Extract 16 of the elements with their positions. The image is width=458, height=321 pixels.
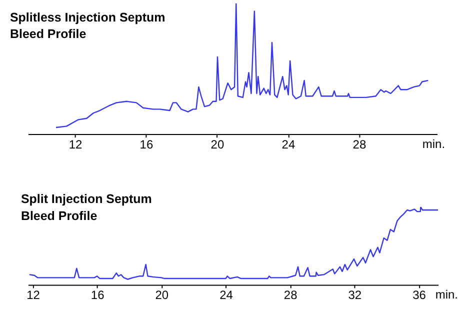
chart-title: Split Injection Septum Bleed Profile <box>20 192 152 223</box>
x-axis-title: min. <box>422 137 446 152</box>
x-tick-label: 24 <box>282 138 296 152</box>
x-tick-label: 12 <box>26 288 40 302</box>
x-tick-label: 28 <box>284 288 298 302</box>
x-tick-label: 20 <box>210 138 224 152</box>
x-tick-label: 24 <box>220 288 234 302</box>
x-tick-label: 20 <box>155 288 169 302</box>
x-tick-label: 28 <box>352 138 366 152</box>
x-tick-label: 32 <box>348 288 362 302</box>
x-tick-label: 16 <box>140 138 154 152</box>
x-tick-label: 36 <box>412 288 426 302</box>
x-tick-label: 12 <box>68 138 82 152</box>
x-tick-label: 16 <box>90 288 105 302</box>
x-axis-title: min. <box>435 288 458 302</box>
text: Splitless Injection Septum Bleed Profile <box>10 10 166 42</box>
